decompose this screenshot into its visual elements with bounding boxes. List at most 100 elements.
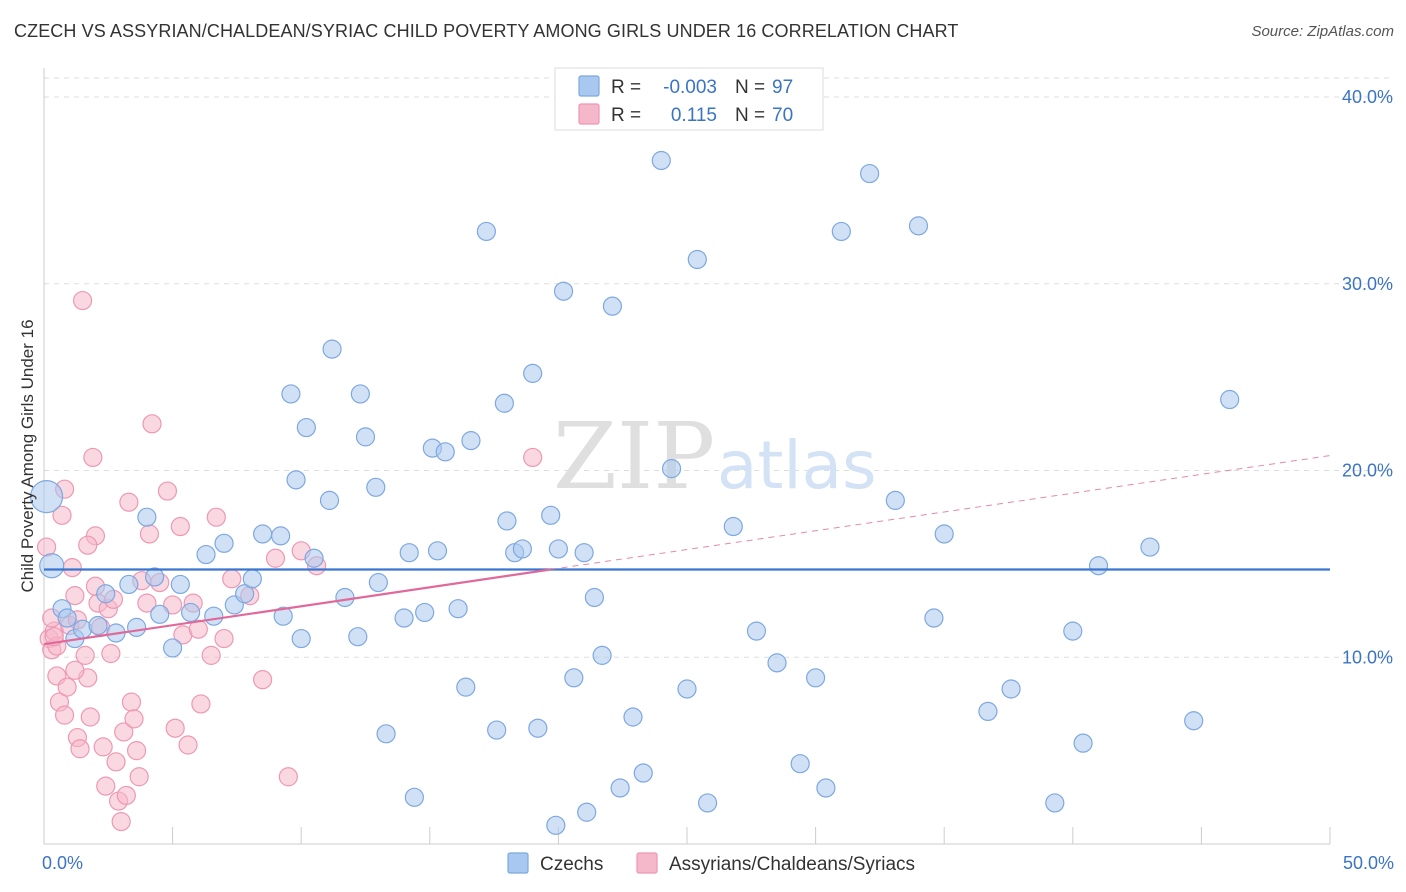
- bottom-legend-label: Assyrians/Chaldeans/Syriacs: [669, 854, 915, 875]
- czechs-point: [584, 587, 605, 608]
- czechs-point: [767, 653, 787, 673]
- czechs-point: [427, 541, 448, 561]
- czechs-point: [335, 587, 355, 608]
- legend-r-value: 0.115: [671, 105, 717, 126]
- legend: R = -0.003 N = 97 R = 0.115 N = 70: [554, 67, 824, 131]
- czechs-point: [57, 608, 77, 628]
- czechs-point: [271, 526, 291, 546]
- legend-r-label: R =: [611, 77, 641, 98]
- assyrians-point: [253, 670, 273, 690]
- x-tick-label: 50.0%: [1343, 853, 1394, 873]
- czechs-point: [790, 754, 810, 774]
- legend-swatch: [578, 75, 600, 97]
- trend-lines: [43, 455, 1331, 646]
- czechs-point: [119, 574, 139, 595]
- czechs-point: [29, 480, 64, 514]
- czechs-point: [366, 477, 386, 497]
- assyrians-point: [57, 677, 77, 697]
- y-axis-label-group: Child Poverty Among Girls Under 16: [18, 319, 37, 592]
- czechs-point: [350, 384, 370, 404]
- assyrians-point: [93, 737, 113, 757]
- czechs-point: [1088, 556, 1109, 576]
- czechs-point: [610, 778, 630, 798]
- assyrians-point: [129, 767, 149, 787]
- assyrians-point: [80, 707, 100, 727]
- czechs-point: [461, 431, 481, 451]
- assyrians-point: [278, 767, 298, 787]
- assyrians-point: [75, 645, 95, 665]
- czechs-point: [697, 793, 718, 813]
- czechs-point: [291, 628, 311, 649]
- czechs-point: [723, 516, 743, 537]
- y-tick-label: 20.0%: [1342, 461, 1393, 481]
- assyrians-trend-line: [43, 568, 551, 646]
- czechs-point: [286, 470, 306, 490]
- czechs-point: [196, 544, 216, 565]
- assyrians-point: [178, 735, 198, 755]
- czechs-point: [1184, 711, 1204, 731]
- assyrians-point: [72, 290, 93, 311]
- czechs-point: [235, 584, 255, 604]
- czechs-point: [651, 150, 671, 171]
- assyrians-point: [165, 718, 185, 738]
- czechs-point: [623, 707, 643, 727]
- czechs-point: [96, 584, 116, 604]
- czechs-point: [170, 574, 190, 595]
- czechs-point: [242, 569, 262, 589]
- czechs-point: [816, 778, 836, 798]
- y-tick-label: 40.0%: [1342, 87, 1393, 107]
- czechs-point: [181, 602, 201, 623]
- assyrians-point: [119, 492, 139, 512]
- czechs-point: [348, 627, 368, 647]
- czechs-point: [564, 668, 584, 688]
- czechs-point: [273, 606, 293, 626]
- czechs-point: [528, 718, 548, 738]
- czechs-point: [1220, 389, 1240, 410]
- czechs-point: [376, 724, 396, 744]
- assyrians-point: [222, 569, 242, 589]
- czechs-point: [126, 617, 147, 637]
- legend-r-label: R =: [611, 105, 641, 126]
- czechs-point: [394, 608, 414, 628]
- assyrians-point: [70, 739, 90, 759]
- x-tick-label: 0.0%: [42, 853, 83, 873]
- czechs-point: [435, 442, 455, 462]
- czechs-point: [322, 339, 342, 359]
- assyrians-point: [126, 741, 147, 761]
- czechs-point: [661, 459, 682, 479]
- legend-swatch: [578, 103, 600, 125]
- czechs-point: [512, 539, 532, 559]
- assyrians-point: [114, 722, 134, 742]
- czechs-point: [592, 645, 612, 665]
- czechs-point: [574, 543, 594, 563]
- czechs-point: [296, 417, 316, 438]
- assyrians-point: [137, 593, 157, 613]
- assyrians-point: [121, 692, 142, 712]
- assyrians-point: [206, 507, 226, 527]
- czechs-point: [548, 539, 569, 559]
- assyrians-point: [116, 785, 136, 806]
- series-assyrians-points: [36, 290, 543, 832]
- assyrians-point: [157, 481, 178, 501]
- assyrians-point: [191, 694, 211, 714]
- czechs-point: [1073, 733, 1093, 753]
- czechs-point: [214, 533, 234, 553]
- czechs-point: [144, 567, 165, 587]
- bottom-legend-swatch: [507, 852, 529, 874]
- czechs-point: [746, 621, 767, 641]
- assyrians-point: [96, 776, 116, 796]
- czechs-point: [448, 599, 468, 619]
- legend-r-value: -0.003: [663, 77, 717, 98]
- czechs-point: [1045, 793, 1065, 813]
- assyrians-point: [201, 645, 221, 665]
- axes: 0.0% 50.0%: [42, 68, 1394, 873]
- legend-box: [554, 67, 824, 131]
- legend-n-value: 70: [772, 105, 793, 126]
- czechs-point: [602, 296, 623, 316]
- assyrians-point: [188, 619, 208, 639]
- assyrians-point: [101, 643, 121, 664]
- czechs-point: [908, 216, 929, 236]
- czechs-point: [494, 393, 514, 413]
- assyrians-point: [78, 535, 98, 555]
- czechs-point: [633, 763, 653, 783]
